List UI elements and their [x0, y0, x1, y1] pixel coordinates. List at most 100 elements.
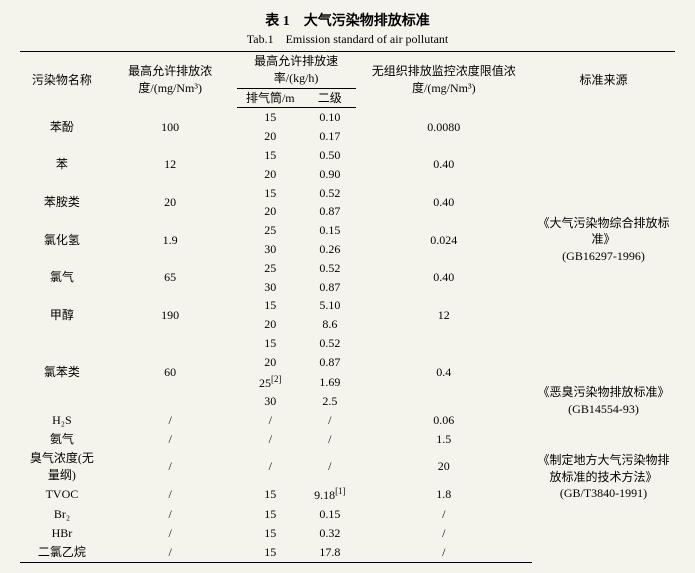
table-title-en: Tab.1 Emission standard of air pollutant — [20, 30, 675, 47]
cell-level2: 0.52 — [304, 259, 356, 278]
cell-stack: 25[2] — [237, 372, 304, 393]
table-body: 苯酚100150.100.0080《大气污染物综合排放标准》(GB16297-1… — [20, 108, 675, 562]
cell-pollutant: 氯气 — [20, 259, 104, 297]
cell-stack: 15 — [237, 296, 304, 315]
cell-pollutant: 甲醇 — [20, 296, 104, 334]
cell-level2: 0.52 — [304, 334, 356, 353]
cell-stack: 15 — [237, 484, 304, 505]
cell-level2: 0.17 — [304, 127, 356, 146]
cell-stack: / — [237, 449, 304, 485]
cell-pollutant: 苯酚 — [20, 108, 104, 146]
cell-stack: 20 — [237, 127, 304, 146]
cell-stack: / — [237, 411, 304, 430]
cell-unorg: 0.024 — [356, 221, 532, 259]
cell-conc: 65 — [104, 259, 237, 297]
cell-stack: 25 — [237, 259, 304, 278]
cell-level2: 17.8 — [304, 543, 356, 562]
table-title-cn: 表 1 大气污染物排放标准 — [20, 10, 675, 30]
cell-conc: / — [104, 411, 237, 430]
cell-unorg: 20 — [356, 449, 532, 485]
th-level2: 二级 — [304, 88, 356, 108]
cell-conc: 1.9 — [104, 221, 237, 259]
cell-level2: 0.50 — [304, 146, 356, 165]
th-max-conc: 最高允许排放浓度/(mg/Nm³) — [104, 52, 237, 108]
cell-unorg: / — [356, 524, 532, 543]
cell-stack: 15 — [237, 146, 304, 165]
cell-unorg: 1.8 — [356, 484, 532, 505]
cell-conc: 60 — [104, 334, 237, 411]
cell-conc: / — [104, 505, 237, 524]
cell-pollutant: 苯胺类 — [20, 184, 104, 222]
cell-unorg: 0.40 — [356, 184, 532, 222]
cell-stack: / — [237, 430, 304, 449]
cell-stack: 20 — [237, 353, 304, 372]
cell-unorg: 12 — [356, 296, 532, 334]
cell-level2: 2.5 — [304, 392, 356, 411]
cell-stack: 30 — [237, 240, 304, 259]
cell-pollutant: TVOC — [20, 484, 104, 505]
cell-conc: 100 — [104, 108, 237, 146]
cell-level2: 0.32 — [304, 524, 356, 543]
cell-pollutant: 二氯乙烷 — [20, 543, 104, 562]
table-row: 二氯乙烷/1517.8/ — [20, 543, 675, 562]
cell-conc: / — [104, 484, 237, 505]
cell-level2: 1.69 — [304, 372, 356, 393]
cell-conc: / — [104, 449, 237, 485]
th-max-rate: 最高允许排放速率/(kg/h) — [237, 52, 356, 89]
th-pollutant: 污染物名称 — [20, 52, 104, 108]
table-row: 苯酚100150.100.0080《大气污染物综合排放标准》(GB16297-1… — [20, 108, 675, 127]
cell-stack: 15 — [237, 543, 304, 562]
cell-level2: 0.87 — [304, 278, 356, 297]
cell-level2: 5.10 — [304, 296, 356, 315]
cell-level2: 0.90 — [304, 165, 356, 184]
cell-level2: 9.18[1] — [304, 484, 356, 505]
cell-conc: 12 — [104, 146, 237, 184]
cell-stack: 30 — [237, 278, 304, 297]
th-source: 标准来源 — [532, 52, 675, 108]
cell-level2: 0.87 — [304, 353, 356, 372]
cell-stack: 20 — [237, 165, 304, 184]
cell-source: 《恶臭污染物排放标准》(GB14554-93) — [532, 372, 675, 430]
cell-level2: / — [304, 430, 356, 449]
cell-unorg: 1.5 — [356, 430, 532, 449]
cell-stack: 15 — [237, 184, 304, 203]
cell-conc: / — [104, 543, 237, 562]
cell-unorg: / — [356, 543, 532, 562]
cell-conc: / — [104, 524, 237, 543]
cell-unorg: 0.40 — [356, 259, 532, 297]
cell-level2: 0.87 — [304, 202, 356, 221]
cell-pollutant: 氯苯类 — [20, 334, 104, 411]
cell-conc: 190 — [104, 296, 237, 334]
th-stack: 排气筒/m — [237, 88, 304, 108]
cell-source: 《大气污染物综合排放标准》(GB16297-1996) — [532, 108, 675, 372]
emission-standard-table: 污染物名称 最高允许排放浓度/(mg/Nm³) 最高允许排放速率/(kg/h) … — [20, 51, 675, 563]
cell-source: 《制定地方大气污染物排放标准的技术方法》(GB/T3840-1991) — [532, 430, 675, 524]
cell-stack: 30 — [237, 392, 304, 411]
cell-unorg: 0.4 — [356, 334, 532, 411]
cell-level2: 0.15 — [304, 221, 356, 240]
cell-conc: 20 — [104, 184, 237, 222]
cell-pollutant: 氯化氢 — [20, 221, 104, 259]
cell-level2: 0.52 — [304, 184, 356, 203]
cell-pollutant: H₂S — [20, 411, 104, 430]
cell-level2: 0.10 — [304, 108, 356, 127]
cell-stack: 20 — [237, 315, 304, 334]
cell-pollutant: Br₂ — [20, 505, 104, 524]
cell-level2: 0.26 — [304, 240, 356, 259]
cell-conc: / — [104, 430, 237, 449]
cell-stack: 15 — [237, 524, 304, 543]
cell-pollutant: 苯 — [20, 146, 104, 184]
table-row: HBr/150.32/ — [20, 524, 675, 543]
cell-level2: 0.15 — [304, 505, 356, 524]
cell-stack: 20 — [237, 202, 304, 221]
cell-level2: / — [304, 411, 356, 430]
table-row: 氨气///1.5《制定地方大气污染物排放标准的技术方法》(GB/T3840-19… — [20, 430, 675, 449]
cell-stack: 25 — [237, 221, 304, 240]
cell-pollutant: 氨气 — [20, 430, 104, 449]
cell-level2: / — [304, 449, 356, 485]
cell-stack: 15 — [237, 334, 304, 353]
cell-pollutant: 臭气浓度(无量纲) — [20, 449, 104, 485]
cell-unorg: 0.40 — [356, 146, 532, 184]
cell-unorg: / — [356, 505, 532, 524]
cell-pollutant: HBr — [20, 524, 104, 543]
